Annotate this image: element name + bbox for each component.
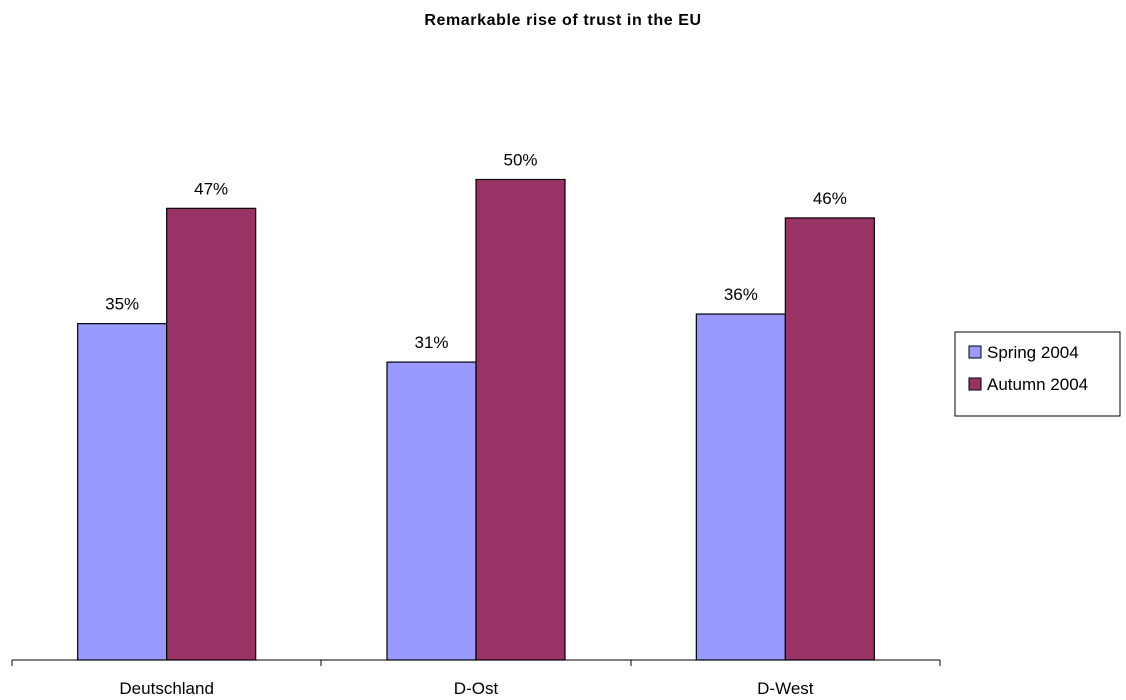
legend-box bbox=[954, 331, 1121, 417]
x-tick-label: Deutschland bbox=[119, 679, 214, 698]
bar-spring-d-west bbox=[695, 313, 786, 661]
data-label: 31% bbox=[414, 333, 448, 352]
legend-swatch bbox=[968, 377, 982, 391]
bar-autumn-d-west bbox=[784, 217, 875, 661]
bar-autumn-d-ost bbox=[475, 178, 566, 661]
legend-swatch bbox=[968, 345, 982, 359]
bar-spring-deutschland bbox=[77, 323, 168, 661]
x-tick-label: D-Ost bbox=[454, 679, 499, 698]
chart-title: Remarkable rise of trust in the EU bbox=[424, 12, 702, 29]
bar-spring-d-ost bbox=[386, 361, 477, 661]
data-label: 35% bbox=[105, 295, 139, 314]
data-label: 50% bbox=[503, 151, 537, 170]
data-label: 46% bbox=[813, 189, 847, 208]
data-label: 47% bbox=[194, 179, 228, 198]
bar-autumn-deutschland bbox=[166, 207, 257, 661]
data-label: 36% bbox=[724, 285, 758, 304]
legend-label: Autumn 2004 bbox=[987, 375, 1088, 394]
x-tick-label: D-West bbox=[757, 679, 814, 698]
legend-label: Spring 2004 bbox=[987, 343, 1079, 362]
